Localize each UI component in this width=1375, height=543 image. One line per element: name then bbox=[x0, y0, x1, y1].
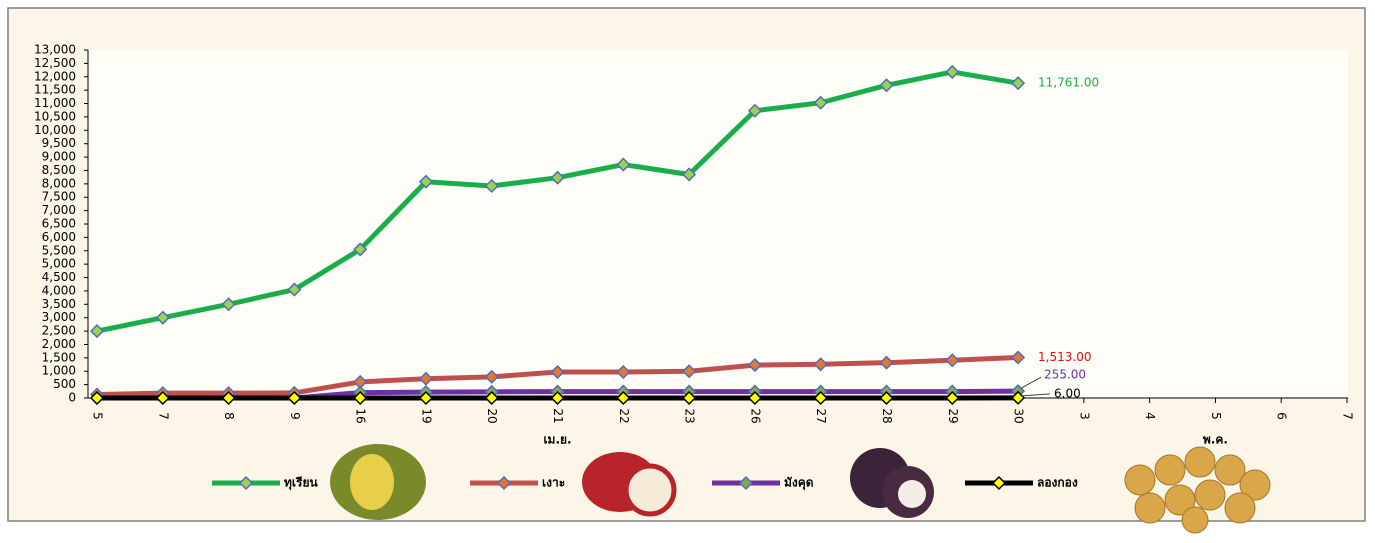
x-tick-label: 26 bbox=[748, 408, 762, 423]
y-tick-label: 4,000 bbox=[42, 283, 76, 297]
x-tick-label: 3 bbox=[1077, 412, 1091, 420]
x-tick-label: 27 bbox=[814, 408, 828, 423]
legend-label: มังคุด bbox=[784, 476, 814, 491]
legend-label: ลองกอง bbox=[1037, 476, 1078, 490]
y-tick-label: 12,000 bbox=[34, 69, 76, 83]
value-label: 6.00 bbox=[1054, 386, 1081, 400]
y-tick-label: 5,500 bbox=[42, 243, 76, 257]
x-tick-label: 4 bbox=[1143, 412, 1157, 420]
x-tick-label: 22 bbox=[617, 408, 631, 423]
x-tick-label: 23 bbox=[683, 408, 697, 423]
x-tick-label: 9 bbox=[288, 412, 302, 420]
x-tick-label: 19 bbox=[419, 408, 433, 423]
x-tick-label: 5 bbox=[1209, 412, 1223, 420]
x-tick-label: 7 bbox=[156, 412, 170, 420]
y-tick-label: 10,000 bbox=[34, 123, 76, 137]
y-tick-label: 7,000 bbox=[42, 203, 76, 217]
y-tick-label: 3,000 bbox=[42, 310, 76, 324]
x-group-label: เม.ย. bbox=[543, 433, 571, 447]
x-tick-label: 7 bbox=[1341, 412, 1355, 420]
y-tick-label: 8,500 bbox=[42, 163, 76, 177]
x-tick-label: 21 bbox=[551, 408, 565, 423]
x-tick-label: 20 bbox=[485, 408, 499, 423]
y-tick-label: 8,000 bbox=[42, 176, 76, 190]
legend-label: เงาะ bbox=[542, 476, 565, 490]
y-tick-label: 6,000 bbox=[42, 230, 76, 244]
y-tick-label: 5,000 bbox=[42, 257, 76, 271]
y-tick-label: 6,500 bbox=[42, 217, 76, 231]
y-tick-label: 12,500 bbox=[34, 56, 76, 70]
y-tick-label: 2,500 bbox=[42, 324, 76, 338]
value-label: 255.00 bbox=[1044, 368, 1086, 382]
legend-label: ทุเรียน bbox=[284, 476, 318, 491]
y-tick-label: 10,500 bbox=[34, 109, 76, 123]
x-tick-label: 30 bbox=[1012, 408, 1026, 423]
y-tick-label: 1,000 bbox=[42, 364, 76, 378]
x-tick-label: 5 bbox=[91, 412, 105, 420]
y-tick-label: 3,500 bbox=[42, 297, 76, 311]
y-tick-label: 500 bbox=[53, 377, 76, 391]
y-tick-label: 11,500 bbox=[34, 83, 76, 97]
y-tick-label: 1,500 bbox=[42, 350, 76, 364]
value-label: 1,513.00 bbox=[1038, 350, 1091, 364]
y-tick-label: 0 bbox=[68, 391, 76, 405]
x-tick-label: 16 bbox=[354, 408, 368, 423]
y-tick-label: 11,000 bbox=[34, 96, 76, 110]
y-tick-label: 4,500 bbox=[42, 270, 76, 284]
x-group-label: พ.ค. bbox=[1203, 433, 1228, 447]
y-tick-label: 13,000 bbox=[34, 43, 76, 57]
y-tick-label: 9,000 bbox=[42, 150, 76, 164]
plot-area bbox=[88, 50, 1348, 398]
y-tick-label: 2,000 bbox=[42, 337, 76, 351]
y-tick-label: 7,500 bbox=[42, 190, 76, 204]
x-tick-label: 28 bbox=[880, 408, 894, 423]
x-tick-label: 29 bbox=[946, 408, 960, 423]
value-label: 11,761.00 bbox=[1038, 76, 1099, 90]
x-tick-label: 8 bbox=[222, 412, 236, 420]
x-tick-label: 6 bbox=[1275, 412, 1289, 420]
y-tick-label: 9,500 bbox=[42, 136, 76, 150]
